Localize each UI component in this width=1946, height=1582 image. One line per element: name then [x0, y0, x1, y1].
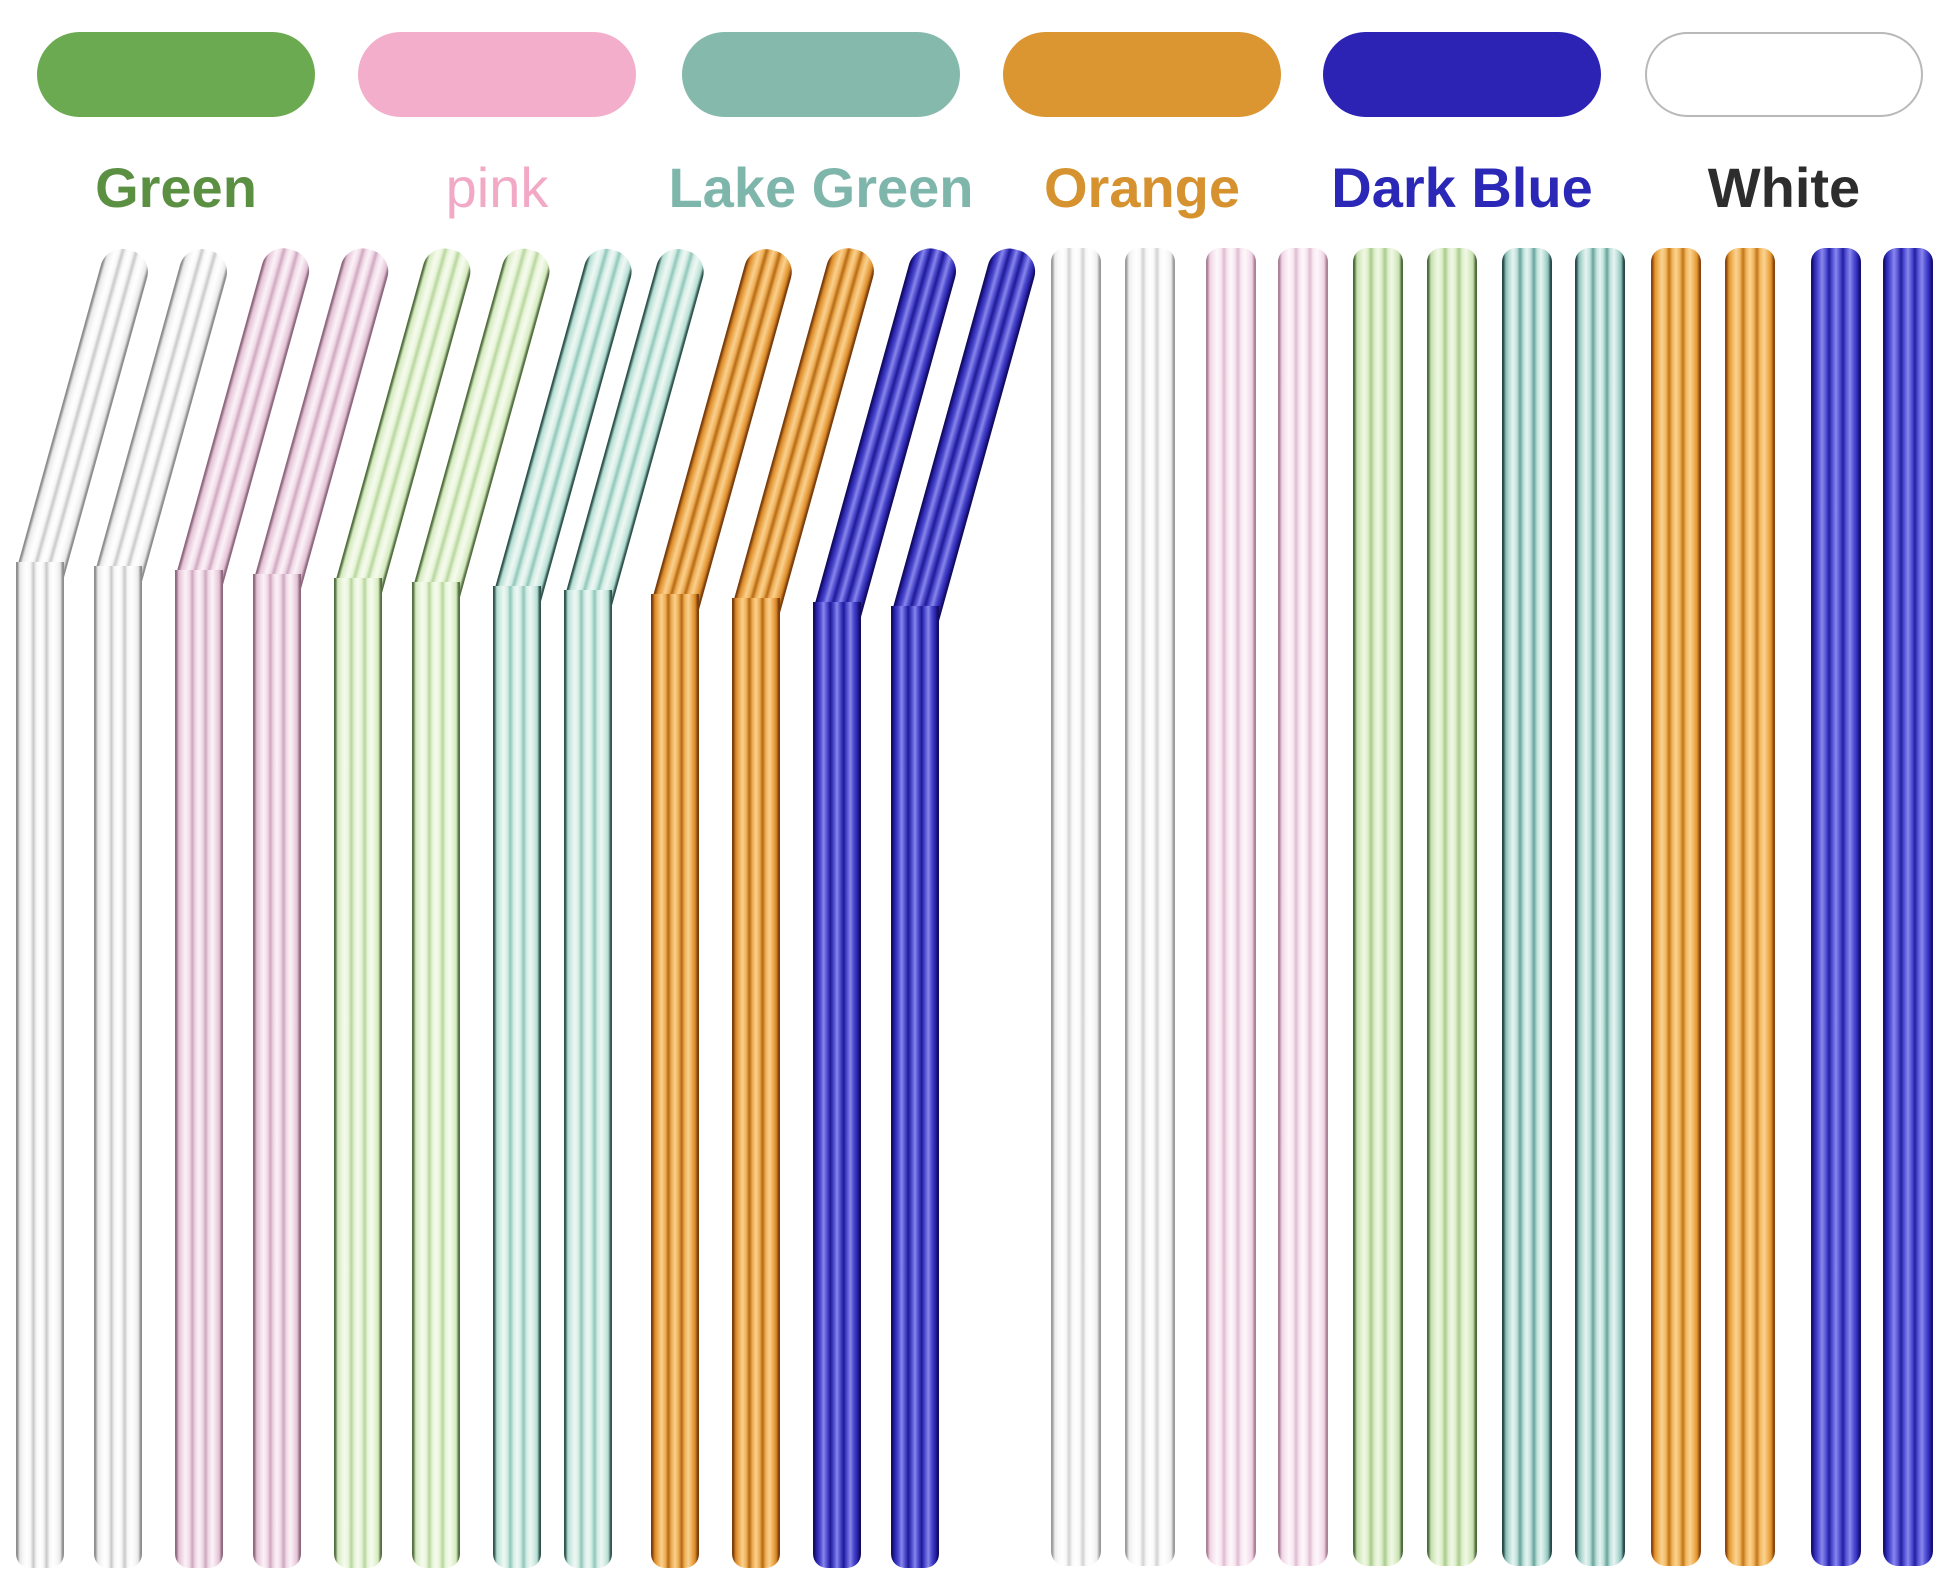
straight-straw-orange [1651, 248, 1701, 1566]
swatch-label-white: White [1707, 156, 1861, 219]
straight-straw-lake_green [1575, 248, 1625, 1566]
color-swatch-orange [1003, 32, 1281, 117]
swatch-label-dark-blue: Dark Blue [1331, 156, 1593, 219]
bent-straw-orange [732, 598, 780, 1568]
straight-straw-orange [1725, 248, 1775, 1566]
swatch-label-orange: Orange [1043, 156, 1241, 219]
straight-straw-dark_blue [1811, 248, 1861, 1566]
straight-straw-dark_blue [1883, 248, 1933, 1566]
color-swatch-green [37, 32, 315, 117]
bent-straw-orange [651, 594, 699, 1568]
bent-straw-pink [253, 574, 301, 1568]
bent-straw-green [334, 578, 382, 1568]
straight-straw-lake_green [1502, 248, 1552, 1566]
straight-straw-white [1125, 248, 1175, 1566]
straight-straw-white [1051, 248, 1101, 1566]
bent-straw-dark_blue [813, 602, 861, 1568]
bent-straw-pink [175, 570, 223, 1568]
swatch-label-pink: pink [445, 156, 549, 219]
color-swatch-dark-blue [1323, 32, 1601, 117]
straight-straw-pink [1206, 248, 1256, 1566]
color-swatch-lake-green [682, 32, 960, 117]
swatch-label-lake-green: Lake Green [668, 156, 974, 219]
color-swatch-white [1645, 32, 1923, 117]
bent-straw-lake_green [493, 586, 541, 1568]
color-swatch-pink [358, 32, 636, 117]
swatch-label-green: Green [95, 156, 257, 219]
bent-straw-white [16, 562, 64, 1568]
straight-straw-pink [1278, 248, 1328, 1566]
bent-straw-dark_blue [891, 606, 939, 1568]
bent-straw-green [412, 582, 460, 1568]
straight-straw-green [1427, 248, 1477, 1566]
bent-straw-lake_green [564, 590, 612, 1568]
straight-straw-green [1353, 248, 1403, 1566]
bent-straw-white [94, 566, 142, 1568]
